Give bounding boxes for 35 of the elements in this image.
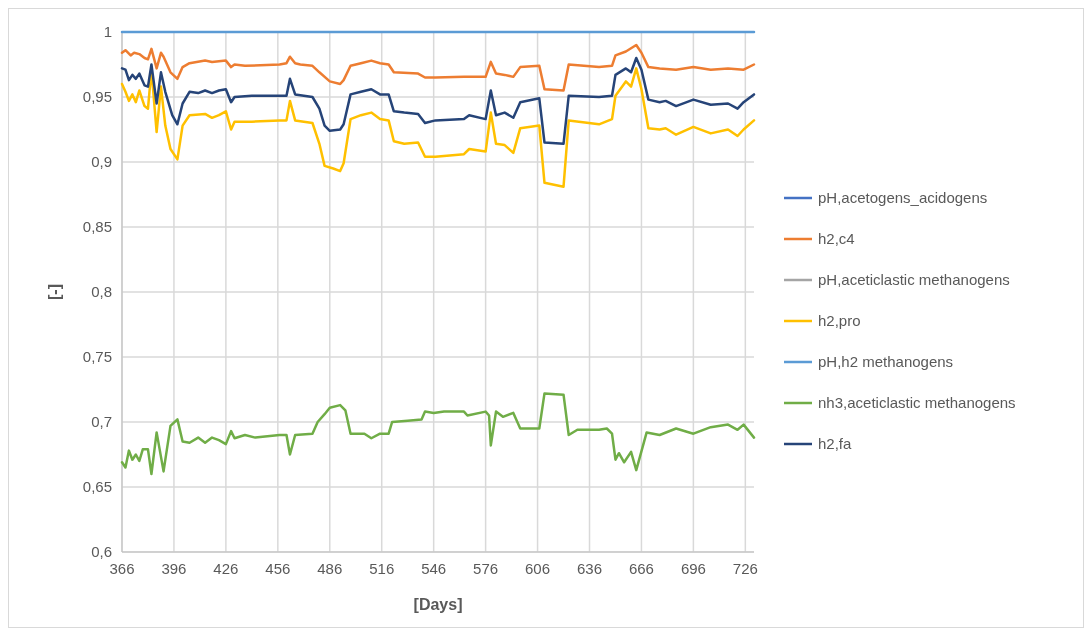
x-tick-label: 606	[525, 560, 551, 577]
x-tick-label: 426	[213, 560, 239, 577]
y-tick-label: 0,8	[91, 283, 112, 301]
y-tick-label: 0,65	[82, 478, 112, 496]
y-tick-label: 1	[103, 23, 112, 41]
x-axis-title: [Days]	[413, 596, 463, 613]
legend-label: pH,aceticlastic methanogens	[818, 271, 1010, 289]
y-tick-label: 0,75	[82, 348, 112, 366]
legend-label: nh3,aceticlastic methanogens	[818, 394, 1016, 412]
y-axis-title: [-]	[46, 284, 63, 300]
legend-label: h2,fa	[818, 435, 853, 453]
x-tick-label: 396	[161, 560, 187, 577]
x-tick-label: 456	[265, 560, 291, 577]
y-tick-label: 0,95	[82, 88, 112, 106]
x-tick-label: 486	[317, 560, 343, 577]
x-tick-label: 576	[473, 560, 499, 577]
x-tick-label: 666	[628, 560, 654, 577]
legend-label: h2,c4	[818, 230, 855, 248]
line-series	[120, 43, 756, 92]
y-tick-label: 0,9	[91, 153, 112, 171]
x-tick-label: 696	[680, 560, 706, 577]
x-tick-label: 546	[421, 560, 447, 577]
line-series	[120, 56, 756, 146]
legend-label: h2,pro	[818, 312, 861, 330]
y-tick-label: 0,7	[91, 413, 112, 431]
line-series	[120, 392, 756, 476]
line-series	[120, 67, 756, 188]
y-tick-label: 0,6	[91, 543, 112, 561]
y-tick-label: 0,85	[82, 218, 112, 236]
x-tick-label: 726	[732, 560, 758, 577]
x-tick-label: 516	[369, 560, 395, 577]
legend-label: pH,h2 methanogens	[818, 353, 954, 371]
x-tick-label: 366	[109, 560, 135, 577]
x-tick-label: 636	[576, 560, 603, 577]
legend-label: pH,acetogens_acidogens	[818, 189, 988, 207]
